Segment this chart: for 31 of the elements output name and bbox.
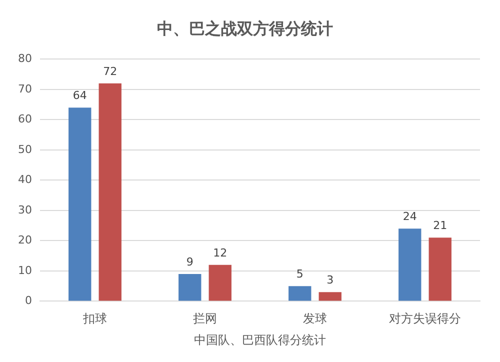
bar bbox=[98, 83, 122, 301]
bar bbox=[178, 274, 202, 301]
x-tick-label: 扣球 bbox=[82, 312, 107, 326]
x-tick-label: 发球 bbox=[303, 312, 327, 326]
data-label: 9 bbox=[186, 255, 194, 268]
bar bbox=[68, 108, 92, 301]
data-label: 12 bbox=[213, 246, 228, 260]
x-tick-label: 对方失误得分 bbox=[389, 312, 461, 326]
bar bbox=[428, 238, 452, 301]
chart-title: 中、巴之战双方得分统计 bbox=[157, 18, 333, 38]
bar bbox=[208, 264, 232, 301]
y-tick-label: 20 bbox=[18, 234, 32, 247]
data-label: 64 bbox=[72, 88, 87, 102]
y-tick-label: 70 bbox=[18, 82, 32, 96]
x-tick-label: 拦网 bbox=[193, 312, 217, 326]
data-label: 24 bbox=[402, 210, 417, 223]
y-tick-label: 60 bbox=[18, 112, 32, 126]
y-tick-label: 80 bbox=[18, 52, 32, 66]
y-tick-label: 30 bbox=[18, 203, 32, 216]
x-axis-title: 中国队、巴西队得分统计 bbox=[194, 332, 326, 347]
data-label: 72 bbox=[103, 64, 118, 78]
bar bbox=[288, 286, 312, 301]
bar bbox=[398, 228, 422, 301]
y-tick-label: 10 bbox=[18, 264, 32, 277]
y-tick-label: 50 bbox=[18, 142, 32, 156]
bar bbox=[318, 292, 342, 301]
y-tick-label: 0 bbox=[24, 294, 32, 308]
data-label: 21 bbox=[433, 219, 448, 232]
data-label: 5 bbox=[296, 267, 304, 280]
data-label: 3 bbox=[326, 273, 334, 286]
y-tick-label: 40 bbox=[18, 173, 32, 186]
